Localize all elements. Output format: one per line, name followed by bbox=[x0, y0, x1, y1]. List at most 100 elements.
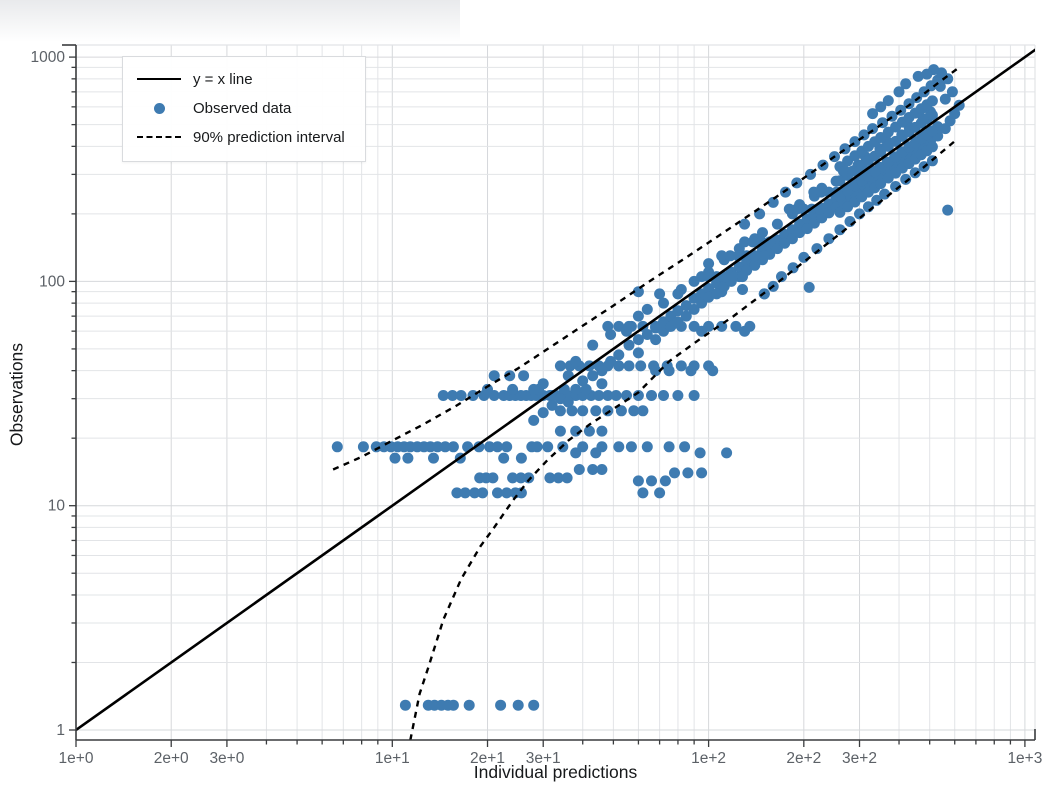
data-point bbox=[672, 288, 684, 300]
data-point bbox=[515, 487, 527, 499]
data-point bbox=[680, 310, 692, 322]
data-point bbox=[605, 329, 617, 340]
data-point bbox=[613, 360, 625, 372]
data-point bbox=[757, 227, 768, 239]
data-point bbox=[623, 339, 635, 351]
data-point bbox=[650, 365, 662, 377]
data-point bbox=[537, 378, 549, 390]
x-tick-label: 3e+0 bbox=[209, 750, 244, 767]
data-point bbox=[596, 425, 608, 437]
data-point bbox=[685, 365, 697, 377]
data-point bbox=[501, 441, 513, 453]
data-point bbox=[610, 390, 622, 401]
data-point bbox=[632, 390, 644, 401]
data-point bbox=[675, 360, 687, 372]
scatter-points bbox=[331, 64, 965, 711]
data-point bbox=[554, 425, 566, 437]
legend-entry-identity-line: y = x line bbox=[137, 67, 345, 91]
data-point bbox=[507, 383, 519, 395]
data-point bbox=[528, 414, 540, 426]
data-point bbox=[641, 303, 653, 315]
data-point bbox=[875, 146, 887, 158]
data-point bbox=[721, 447, 733, 459]
data-point bbox=[875, 178, 887, 190]
y-axis-title: Observations bbox=[6, 342, 27, 447]
data-point bbox=[561, 472, 573, 484]
data-point bbox=[739, 218, 751, 230]
y-tick-label: 10 bbox=[48, 498, 66, 515]
data-point bbox=[473, 441, 485, 453]
data-point bbox=[875, 132, 887, 143]
data-point bbox=[587, 464, 599, 475]
dashed-line-swatch-icon bbox=[137, 136, 181, 138]
data-point bbox=[641, 329, 653, 340]
legend-entry-observed-data: Observed data bbox=[137, 96, 345, 120]
data-point bbox=[523, 472, 535, 484]
data-point bbox=[926, 125, 938, 137]
data-point bbox=[482, 383, 493, 395]
data-point bbox=[946, 86, 958, 98]
data-point bbox=[862, 165, 873, 177]
data-point bbox=[900, 78, 912, 90]
legend: y = x line Observed data 90% prediction … bbox=[122, 56, 366, 162]
data-point bbox=[654, 487, 666, 499]
x-tick-label: 3e+2 bbox=[842, 750, 877, 767]
data-point bbox=[455, 390, 467, 401]
data-point bbox=[900, 173, 912, 185]
data-point bbox=[570, 383, 582, 395]
data-point bbox=[484, 441, 496, 453]
data-point bbox=[939, 93, 951, 105]
data-point bbox=[512, 699, 524, 711]
data-point bbox=[921, 68, 933, 80]
data-point bbox=[602, 390, 614, 401]
x-tick-label: 1e+1 bbox=[375, 750, 410, 767]
data-point bbox=[707, 365, 719, 377]
data-point bbox=[467, 390, 479, 401]
data-point bbox=[771, 218, 783, 230]
data-point bbox=[552, 472, 564, 484]
interval-upper-line bbox=[332, 66, 960, 471]
data-point bbox=[890, 181, 902, 192]
data-point bbox=[498, 452, 510, 464]
data-point bbox=[577, 405, 589, 417]
data-point bbox=[451, 487, 463, 499]
data-point bbox=[447, 441, 459, 453]
x-tick-label: 2e+1 bbox=[470, 750, 505, 767]
data-point bbox=[632, 334, 644, 346]
data-point bbox=[546, 399, 558, 411]
y-tick-label: 1000 bbox=[31, 49, 66, 66]
data-point bbox=[814, 203, 826, 215]
x-axis-title: Individual predictions bbox=[473, 762, 638, 782]
data-point bbox=[811, 243, 823, 255]
data-point bbox=[658, 390, 669, 401]
data-point bbox=[570, 447, 582, 459]
data-point bbox=[531, 441, 543, 453]
data-point bbox=[596, 378, 608, 390]
data-point bbox=[711, 288, 723, 300]
data-point bbox=[834, 175, 846, 187]
legend-entry-prediction-interval: 90% prediction interval bbox=[137, 125, 345, 149]
data-point bbox=[562, 396, 574, 408]
data-point bbox=[528, 699, 540, 711]
data-point bbox=[554, 405, 566, 417]
data-point bbox=[669, 467, 680, 479]
data-point bbox=[942, 204, 954, 216]
data-point bbox=[593, 390, 605, 401]
y-tick-label: 1 bbox=[56, 722, 65, 739]
x-tick-label: 3e+1 bbox=[526, 750, 561, 767]
data-point bbox=[577, 375, 589, 387]
data-point bbox=[949, 108, 961, 120]
data-point bbox=[492, 487, 503, 499]
data-point bbox=[632, 475, 644, 487]
data-point bbox=[637, 487, 649, 499]
data-point bbox=[590, 447, 602, 459]
data-point bbox=[696, 467, 708, 479]
data-point bbox=[641, 441, 653, 453]
data-point bbox=[659, 475, 671, 487]
data-point bbox=[331, 441, 343, 453]
data-point bbox=[926, 141, 938, 153]
data-point bbox=[737, 284, 748, 295]
data-point bbox=[875, 101, 887, 113]
data-point bbox=[672, 316, 684, 328]
